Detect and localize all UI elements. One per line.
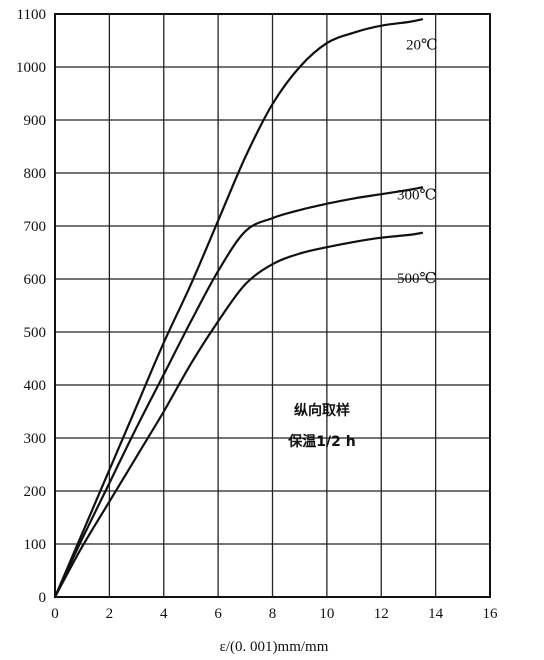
y-tick-label: 0 (39, 590, 47, 606)
y-tick-label: 600 (24, 272, 47, 288)
series-label: 20℃ (406, 37, 438, 53)
y-tick-label: 1100 (17, 7, 46, 23)
annotation-sampling: 纵向取样 (294, 402, 350, 419)
y-tick-label: 400 (24, 378, 47, 394)
y-tick-label: 200 (24, 484, 47, 500)
series-line (53, 18, 424, 599)
series-label: 300℃ (397, 187, 436, 203)
y-tick-label: 100 (24, 537, 47, 553)
x-tick-label: 4 (160, 606, 168, 622)
x-tick-label: 2 (106, 606, 114, 622)
y-tick-label: 700 (24, 219, 47, 235)
y-tick-label: 1000 (16, 60, 46, 76)
x-axis-label: ε/(0. 001)mm/mm (220, 639, 329, 655)
y-tick-label: 800 (24, 166, 47, 182)
x-tick-label: 8 (269, 606, 277, 622)
x-tick-label: 0 (51, 606, 59, 622)
x-tick-label: 10 (319, 606, 334, 622)
series-label: 500℃ (397, 271, 436, 287)
series-lines (53, 18, 424, 599)
x-tick-label: 16 (483, 606, 499, 622)
x-tick-label: 14 (428, 606, 444, 622)
annotation-holding: 保温1/2 h (287, 433, 355, 450)
x-tick-label: 6 (214, 606, 222, 622)
tick-labels: 0 2 4 6 8 10 12 14 16 0 100 200 300 400 500 600 700 800 90… (16, 7, 498, 622)
plot-frame (54, 13, 491, 598)
y-tick-label: 900 (24, 113, 47, 129)
grid (54, 13, 491, 598)
series-line (53, 231, 424, 599)
y-tick-label: 500 (24, 325, 47, 341)
y-tick-label: 300 (24, 431, 47, 447)
x-tick-label: 12 (374, 606, 389, 622)
series-line (53, 186, 424, 599)
series-labels: 20℃ 300℃ 500℃ (397, 37, 438, 287)
